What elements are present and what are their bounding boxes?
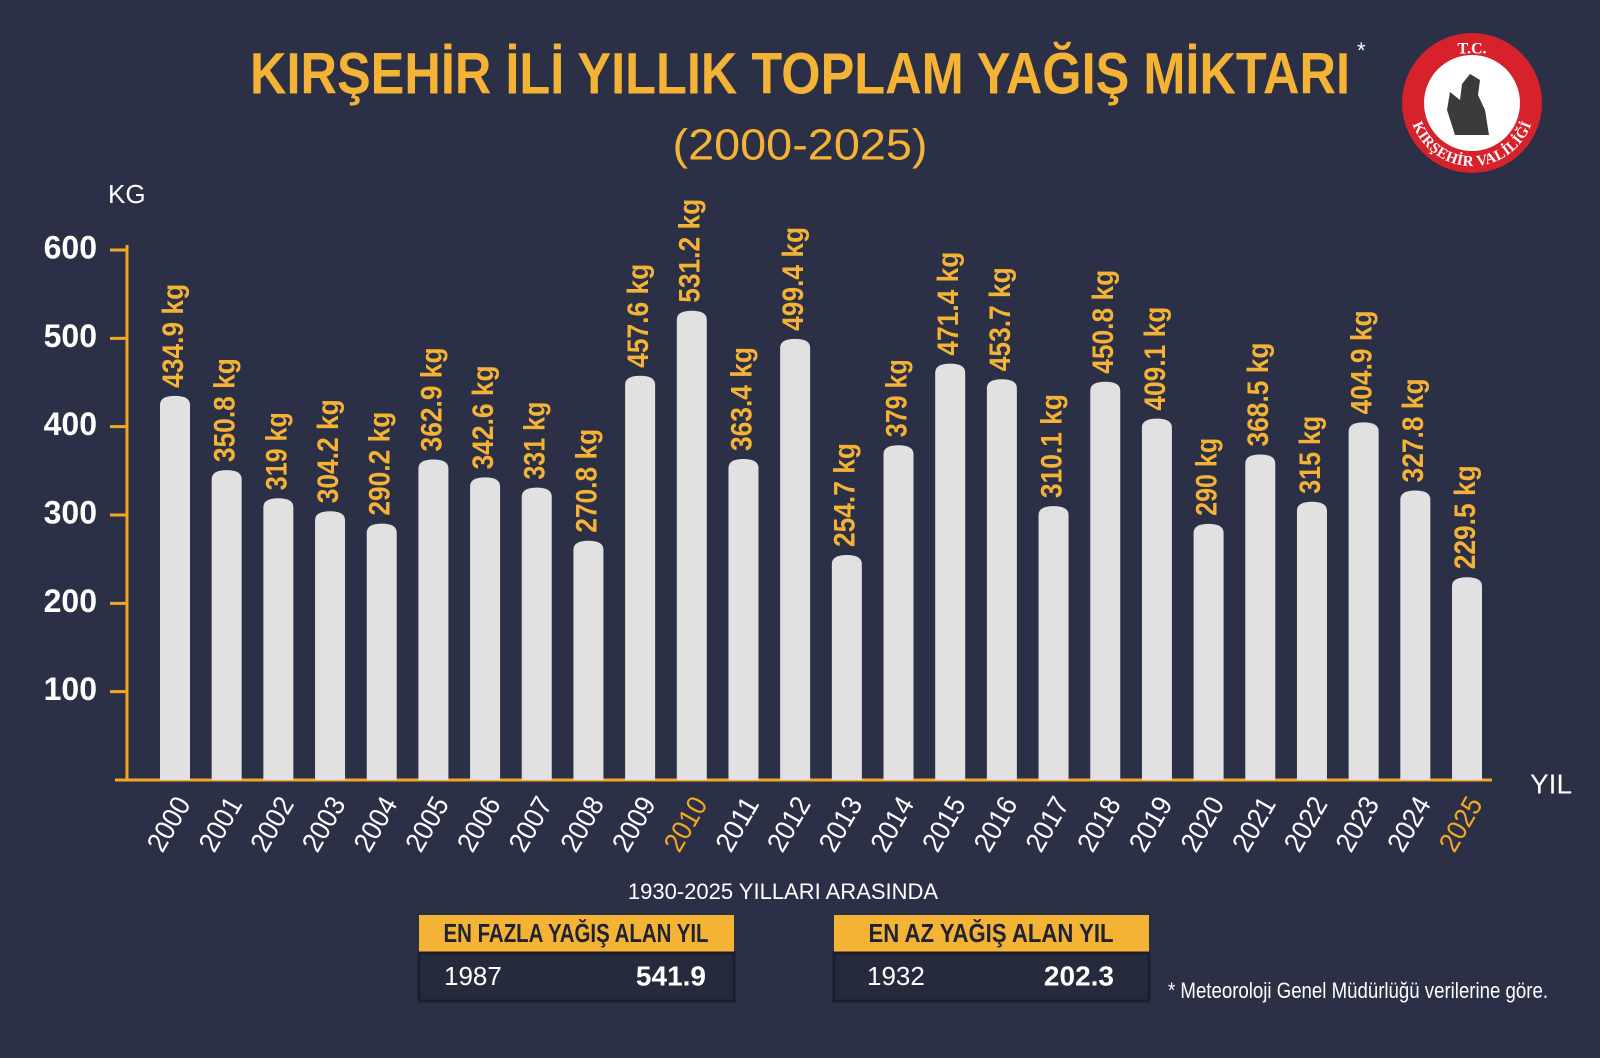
bar [986, 379, 1017, 780]
value-label: 434.9 kg [157, 284, 190, 388]
value-label: 499.4 kg [777, 227, 810, 331]
bar [1245, 454, 1276, 780]
y-tick-label: 400 [44, 406, 97, 442]
bar [470, 477, 501, 780]
box-body [417, 951, 736, 1003]
bar [1400, 490, 1431, 780]
value-label: 471.4 kg [932, 252, 965, 356]
y-tick-label: 300 [44, 494, 97, 530]
bar [263, 498, 294, 780]
value-label: 315 kg [1294, 416, 1327, 494]
value-label: 327.8 kg [1397, 378, 1430, 482]
bar [676, 310, 707, 780]
bar [883, 445, 914, 780]
bar [831, 555, 862, 780]
bar [1296, 501, 1327, 780]
chart-title: KIRŞEHİR İLİ YILLIK TOPLAM YAĞIŞ MİKTARI [250, 41, 1350, 106]
value-label: 331 kg [519, 402, 552, 480]
value-label: 379 kg [880, 359, 913, 437]
value-label: 531.2 kg [674, 199, 707, 303]
bar [521, 487, 552, 780]
logo-top: T.C. [1457, 41, 1486, 58]
box-year: 1932 [867, 961, 925, 991]
value-label: 270.8 kg [570, 429, 603, 533]
value-label: 254.7 kg [829, 443, 862, 547]
value-label: 290.2 kg [364, 412, 397, 516]
bar [1348, 422, 1379, 780]
value-label: 453.7 kg [984, 267, 1017, 371]
bar [1038, 506, 1069, 780]
bar [1090, 381, 1121, 780]
box-value: 202.3 [1044, 960, 1114, 991]
bar [366, 523, 397, 780]
value-label: 362.9 kg [415, 347, 448, 451]
value-label: 304.2 kg [312, 399, 345, 503]
value-label: 310.1 kg [1035, 394, 1068, 498]
value-label: 363.4 kg [725, 347, 758, 451]
bar [1193, 523, 1224, 780]
bar [728, 458, 759, 780]
box-value: 541.9 [636, 960, 706, 991]
box-title: EN FAZLA YAĞIŞ ALAN YIL [444, 918, 709, 948]
summary: 1930-2025 YILLARI ARASINDA EN FAZLA YAĞI… [417, 879, 1548, 1003]
value-label: 342.6 kg [467, 365, 500, 469]
value-label: 319 kg [260, 412, 293, 490]
logo-figure [1447, 74, 1489, 135]
value-label: 368.5 kg [1242, 342, 1275, 446]
value-label: 350.8 kg [209, 358, 242, 462]
box-header [834, 915, 1149, 953]
bar [315, 511, 346, 780]
bar [211, 470, 242, 780]
box-title: EN AZ YAĞIŞ ALAN YIL [869, 918, 1114, 948]
value-label: 450.8 kg [1087, 270, 1120, 374]
bar [780, 338, 811, 780]
bar [160, 395, 190, 780]
box-body [832, 951, 1151, 1003]
value-label: 404.9 kg [1346, 310, 1379, 414]
y-tick-label: 600 [44, 229, 97, 265]
value-label: 409.1 kg [1139, 307, 1172, 411]
y-axis-label: KG [108, 179, 146, 209]
bar [1452, 577, 1482, 780]
y-tick-label: 100 [44, 671, 97, 707]
bar [573, 540, 604, 780]
value-label: 457.6 kg [622, 264, 655, 368]
box-year: 1987 [444, 961, 502, 991]
summary-heading: 1930-2025 YILLARI ARASINDA [628, 879, 939, 904]
logo: T.C. KIRŞEHİR VALİLİĞİ [1402, 33, 1542, 173]
footnote: * Meteoroloji Genel Müdürlüğü verilerine… [1168, 978, 1548, 1003]
y-tick-label: 500 [44, 318, 97, 354]
title-mark: * [1357, 38, 1366, 63]
box-header [419, 915, 734, 953]
value-label: 290 kg [1191, 438, 1224, 516]
bar [935, 363, 966, 780]
value-label: 229.5 kg [1449, 465, 1482, 569]
chart-subtitle: (2000-2025) [673, 121, 928, 170]
x-axis-label: YIL [1530, 768, 1572, 799]
bar [625, 375, 656, 780]
bar [418, 459, 449, 780]
bar [1141, 418, 1172, 780]
y-tick-label: 200 [44, 583, 97, 619]
